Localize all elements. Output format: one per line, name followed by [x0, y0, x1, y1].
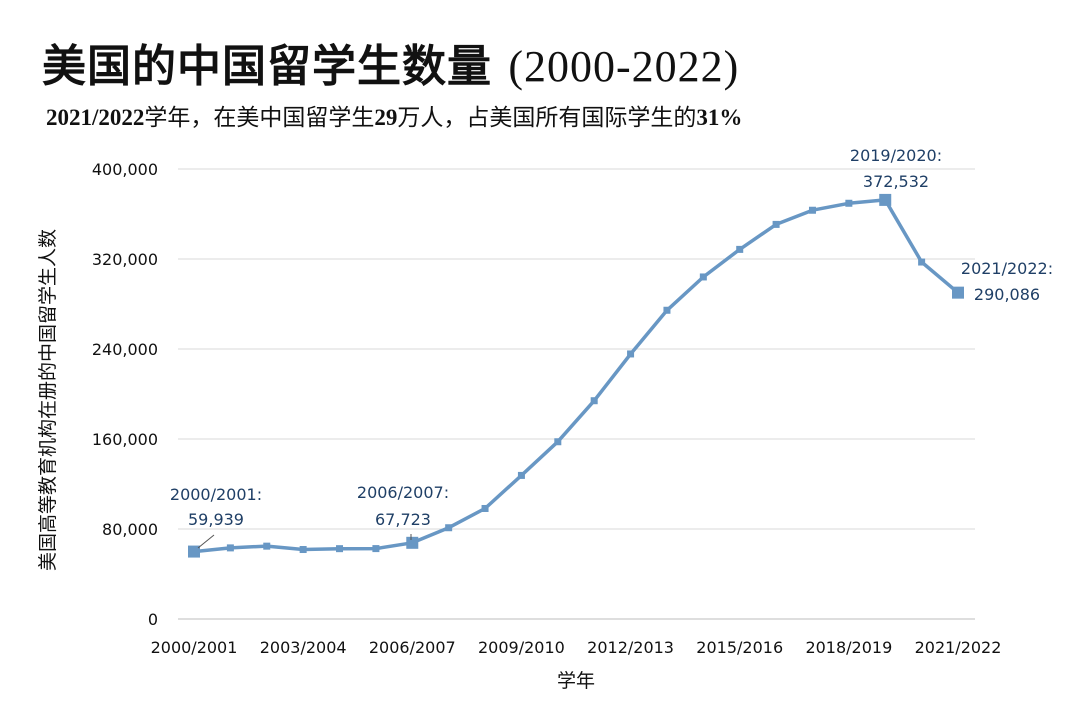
- data-point: [590, 397, 598, 405]
- chart-title-main: 美国的中国留学生数量: [42, 41, 509, 92]
- gridlines: [178, 168, 975, 620]
- x-tick-label: 2000/2001: [151, 638, 238, 657]
- subtitle-year: 2021/2022: [46, 105, 145, 130]
- annotations: 2000/2001: 59,939 2006/2007: 67,723 2019/202…: [170, 146, 1053, 549]
- x-axis-title: 学年: [557, 670, 595, 692]
- data-point: [372, 545, 380, 553]
- data-point: [445, 524, 453, 532]
- data-point: [699, 273, 707, 281]
- annotation: 2021/2022: 290,086: [961, 259, 1053, 304]
- data-point: [481, 504, 489, 512]
- data-point: [808, 206, 816, 214]
- annotation-label: 290,086: [974, 285, 1040, 304]
- chart-title: 美国的中国留学生数量 (2000-2022): [42, 30, 739, 94]
- data-point: [554, 438, 562, 446]
- x-tick-label: 2009/2010: [478, 638, 565, 657]
- annotation: 2006/2007: 67,723: [357, 483, 449, 540]
- chart-subtitle: 2021/2022学年，在美中国留学生29万人，占美国所有国际学生的31%: [46, 98, 742, 132]
- annotation: 2000/2001: 59,939: [170, 485, 262, 549]
- x-axis-ticks: 2000/2001 2003/2004 2006/2007 2009/2010 2012…: [151, 638, 1002, 657]
- annotation-label: 2000/2001:: [170, 485, 262, 504]
- data-point: [772, 220, 780, 228]
- annotation-label: 2019/2020:: [850, 146, 942, 165]
- y-tick-label: 400,000: [92, 160, 158, 179]
- annotation-label: 2006/2007:: [357, 483, 449, 502]
- data-point: [845, 199, 853, 207]
- series-line: [193, 198, 960, 554]
- series-enrollment: [188, 193, 964, 558]
- y-tick-label: 320,000: [92, 250, 158, 269]
- data-point: [263, 542, 271, 550]
- x-tick-label: 2021/2022: [915, 638, 1002, 657]
- data-point: [226, 544, 234, 552]
- y-axis-ticks: 0 80,000 160,000 240,000 320,000 400,000: [92, 160, 158, 629]
- data-point: [627, 350, 635, 358]
- data-point: [879, 193, 892, 206]
- annotation-label: 2021/2022:: [961, 259, 1053, 278]
- y-tick-label: 0: [148, 610, 158, 629]
- data-point: [952, 286, 964, 299]
- data-point: [918, 258, 926, 266]
- data-point: [406, 536, 419, 549]
- data-point: [517, 471, 525, 479]
- x-tick-label: 2006/2007: [369, 638, 456, 657]
- annotation-label: 372,532: [863, 172, 929, 191]
- x-tick-label: 2003/2004: [260, 638, 347, 657]
- y-axis-title: 美国高等教育机构在册的中国留学生人数: [37, 229, 59, 571]
- x-tick-label: 2018/2019: [805, 638, 892, 657]
- subtitle-count: 29: [374, 105, 398, 130]
- annotation-leader: [197, 534, 215, 549]
- data-point: [663, 306, 671, 314]
- data-point: [736, 245, 744, 253]
- x-tick-label: 2012/2013: [587, 638, 674, 657]
- subtitle-text-1: 学年，在美中国留学生: [144, 105, 375, 131]
- data-point: [299, 546, 307, 554]
- subtitle-share: 31%: [696, 105, 743, 130]
- y-tick-label: 240,000: [92, 340, 158, 359]
- y-tick-label: 160,000: [92, 430, 158, 449]
- subtitle-text-2: 万人，占美国所有国际学生的: [397, 105, 697, 131]
- annotation-label: 59,939: [188, 510, 244, 529]
- y-tick-label: 80,000: [102, 520, 158, 539]
- chart-title-years: (2000-2022): [508, 42, 740, 91]
- x-tick-label: 2015/2016: [696, 638, 783, 657]
- annotation: 2019/2020: 372,532: [850, 146, 942, 191]
- annotation-label: 67,723: [375, 510, 431, 529]
- data-point: [336, 545, 344, 553]
- data-point: [188, 545, 200, 558]
